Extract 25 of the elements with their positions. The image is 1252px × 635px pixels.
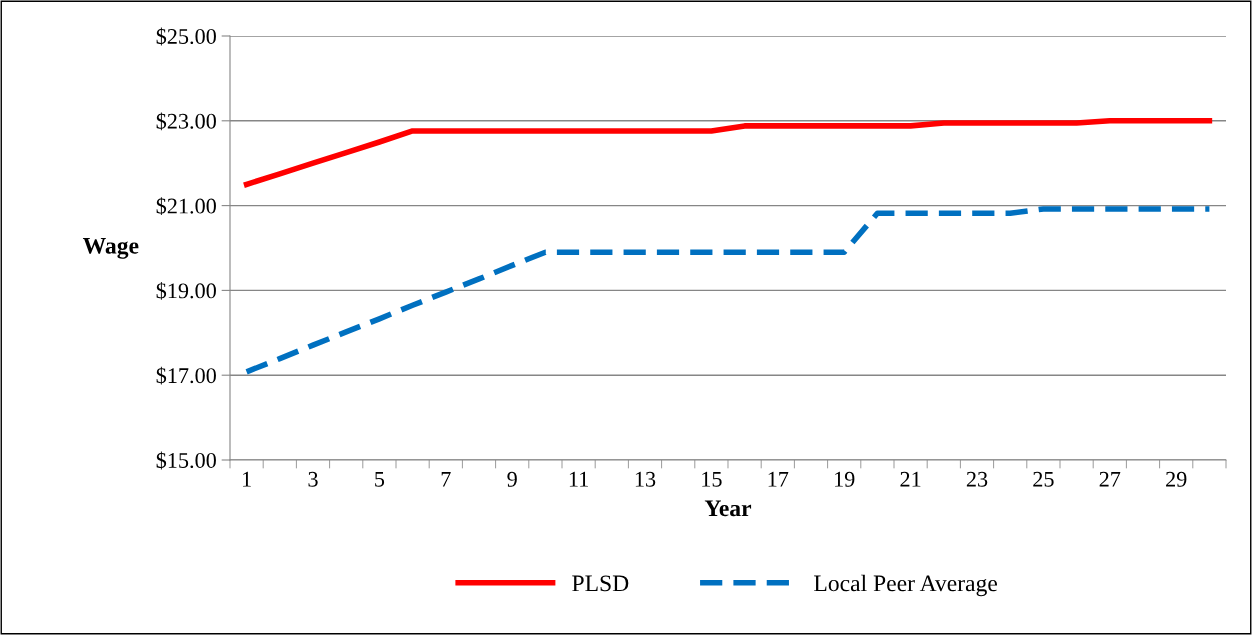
y-tick-label: $19.00: [156, 282, 216, 300]
x-tick-label: 3: [308, 471, 318, 487]
x-tick-label: 19: [835, 471, 855, 487]
x-tick-label: 23: [966, 471, 988, 487]
legend-label: Local Peer Average: [814, 574, 998, 597]
x-tick-label: 11: [569, 471, 588, 487]
x-tick-label: 17: [768, 471, 789, 487]
x-tick-label: 21: [900, 471, 921, 487]
y-tick-label: $17.00: [156, 366, 216, 385]
x-tick-label: 7: [441, 471, 451, 487]
x-tick-label: 9: [507, 471, 517, 487]
x-tick-label: 27: [1099, 471, 1121, 487]
x-tick-label: 13: [635, 471, 656, 487]
x-tick-label: 25: [1033, 471, 1054, 487]
x-axis-title: Year: [704, 500, 752, 517]
x-tick-label: 5: [375, 471, 385, 487]
y-tick-label: $25.00: [156, 27, 216, 46]
x-tick-label: 1: [243, 471, 251, 487]
legend-label: PLSD: [572, 575, 629, 592]
y-tick-label: $21.00: [156, 197, 216, 215]
y-axis-title: Wage: [82, 238, 139, 259]
y-tick-label: $23.00: [156, 112, 216, 131]
x-tick-label: 15: [702, 471, 722, 487]
y-tick-label: $15.00: [156, 451, 216, 470]
x-tick-label: 29: [1166, 471, 1187, 487]
